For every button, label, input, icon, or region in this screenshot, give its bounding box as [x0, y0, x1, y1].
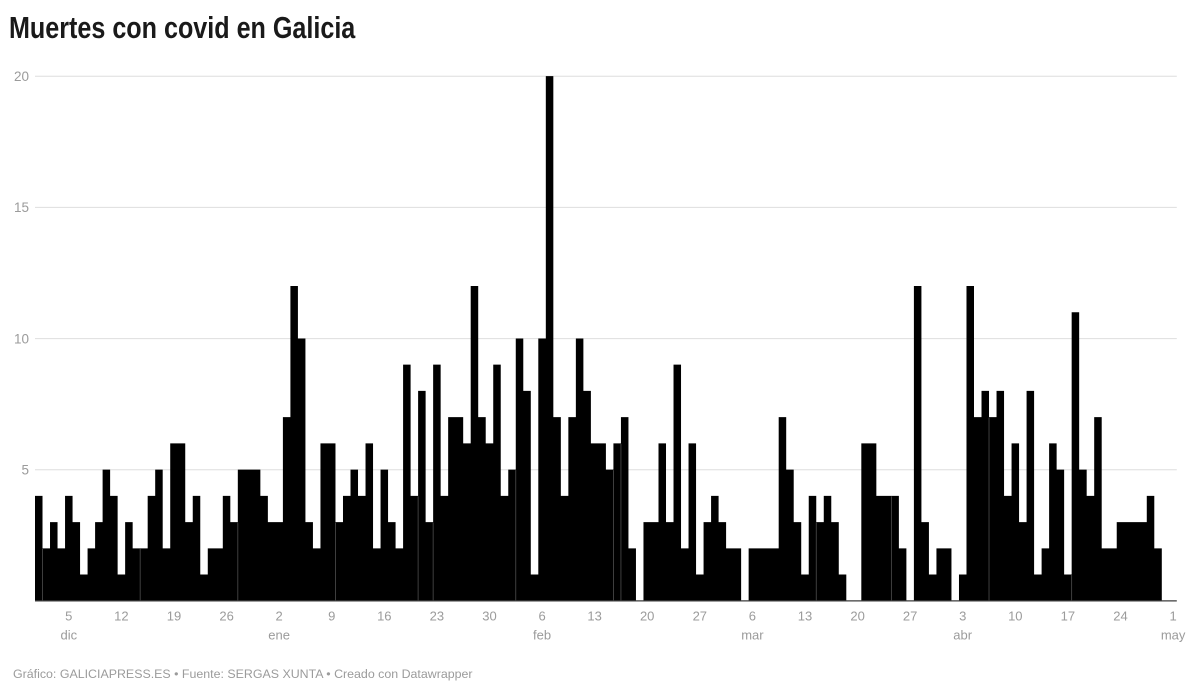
svg-text:5: 5 [65, 609, 72, 624]
svg-text:6: 6 [749, 609, 756, 624]
svg-text:23: 23 [430, 609, 444, 624]
svg-text:3: 3 [959, 609, 966, 624]
svg-text:30: 30 [482, 609, 496, 624]
svg-text:12: 12 [114, 609, 128, 624]
svg-text:9: 9 [328, 609, 335, 624]
svg-text:13: 13 [587, 609, 601, 624]
svg-text:10: 10 [1008, 609, 1022, 624]
svg-text:10: 10 [14, 331, 29, 346]
svg-text:may: may [1161, 628, 1186, 643]
svg-text:feb: feb [533, 628, 551, 643]
svg-text:dic: dic [60, 628, 77, 643]
svg-text:27: 27 [903, 609, 917, 624]
svg-text:ene: ene [268, 628, 290, 643]
svg-text:1: 1 [1169, 609, 1176, 624]
svg-text:15: 15 [14, 200, 29, 215]
svg-text:19: 19 [167, 609, 181, 624]
svg-text:20: 20 [850, 609, 864, 624]
svg-text:abr: abr [953, 628, 972, 643]
svg-text:17: 17 [1061, 609, 1075, 624]
svg-text:20: 20 [14, 69, 29, 84]
svg-text:16: 16 [377, 609, 391, 624]
svg-text:24: 24 [1113, 609, 1127, 624]
svg-text:mar: mar [741, 628, 764, 643]
svg-text:5: 5 [21, 463, 29, 478]
svg-text:2: 2 [275, 609, 282, 624]
svg-text:26: 26 [219, 609, 233, 624]
svg-text:20: 20 [640, 609, 654, 624]
svg-text:27: 27 [693, 609, 707, 624]
svg-text:6: 6 [538, 609, 545, 624]
svg-text:13: 13 [798, 609, 812, 624]
